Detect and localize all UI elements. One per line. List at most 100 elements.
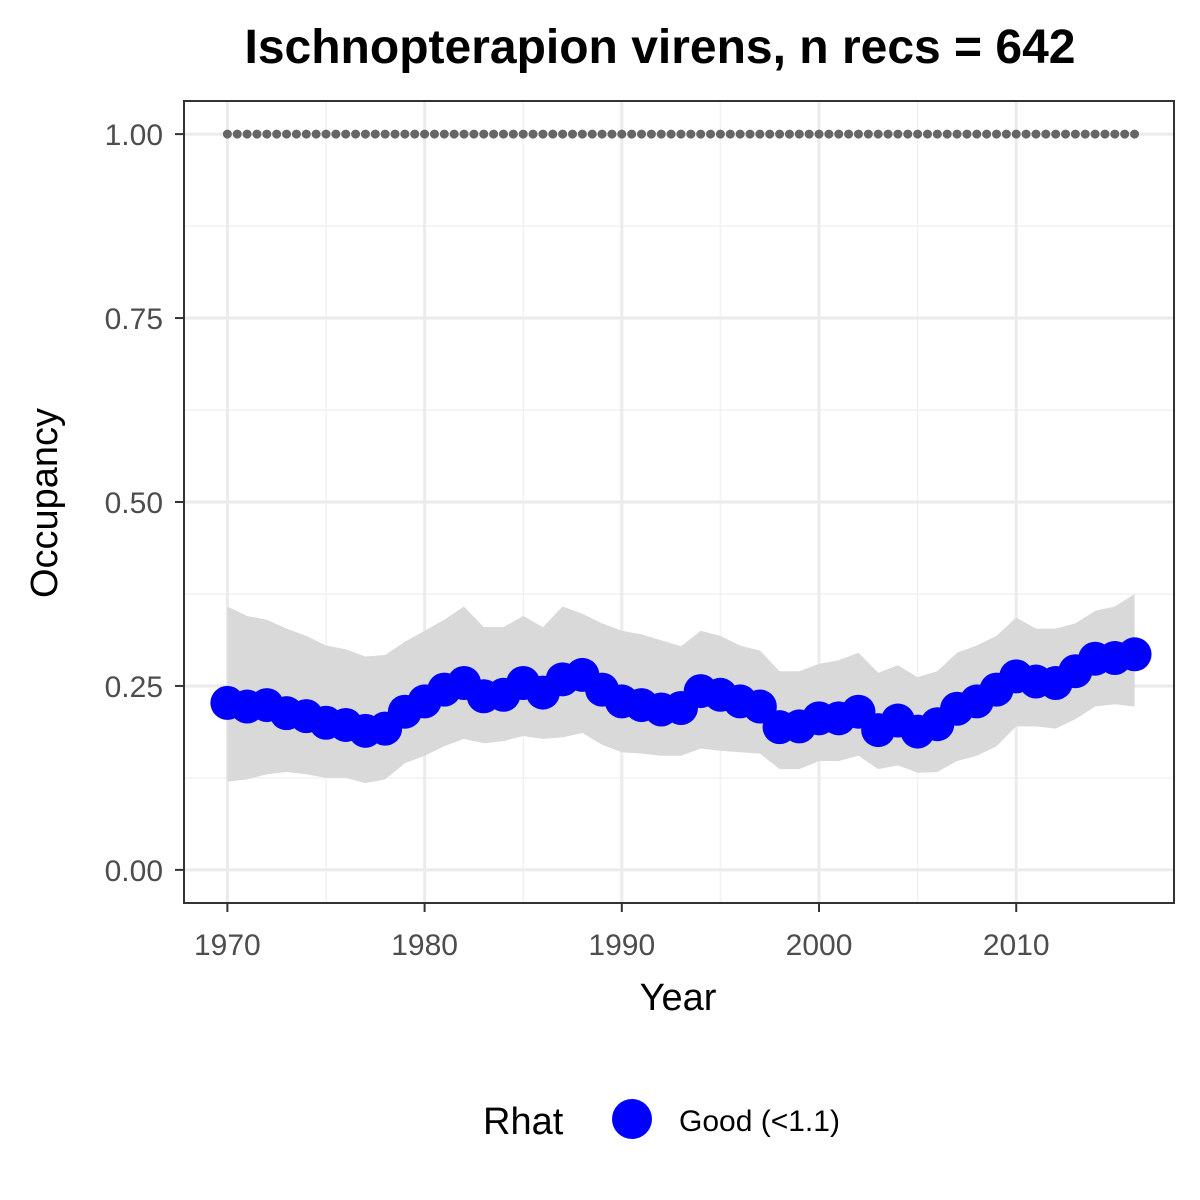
reference-point	[992, 129, 1002, 139]
reference-dot	[252, 129, 262, 139]
reference-dot	[863, 129, 873, 139]
reference-dot	[784, 129, 794, 139]
x-tick-label: 1970	[194, 929, 261, 962]
occupancy-point	[1117, 637, 1152, 672]
reference-dot	[469, 129, 479, 139]
reference-series-points	[222, 129, 1140, 139]
reference-point	[755, 129, 765, 139]
reference-dot	[587, 129, 597, 139]
y-tick-label: 0.75	[105, 303, 163, 336]
reference-point	[282, 129, 292, 139]
reference-point	[321, 129, 331, 139]
reference-dot	[449, 129, 459, 139]
reference-dot	[903, 129, 913, 139]
reference-point	[518, 129, 528, 139]
x-tick-label: 1990	[588, 929, 655, 962]
reference-dot	[666, 129, 676, 139]
reference-point	[538, 129, 548, 139]
reference-point	[242, 129, 252, 139]
reference-dot	[745, 129, 755, 139]
reference-dot	[351, 129, 361, 139]
reference-point	[834, 129, 844, 139]
reference-point	[1031, 129, 1041, 139]
reference-dot	[528, 129, 538, 139]
y-tick-label: 0.25	[105, 671, 163, 704]
reference-point	[301, 129, 311, 139]
reference-point	[498, 129, 508, 139]
reference-dot	[1120, 129, 1130, 139]
reference-point	[775, 129, 785, 139]
reference-point	[794, 129, 804, 139]
y-tick-label: 0.00	[105, 855, 163, 888]
reference-point	[853, 129, 863, 139]
reference-point	[439, 129, 449, 139]
reference-point	[1051, 129, 1061, 139]
legend-label-good: Good (<1.1)	[679, 1105, 840, 1138]
reference-point	[814, 129, 824, 139]
reference-dot	[1061, 129, 1071, 139]
reference-point	[913, 129, 923, 139]
reference-point	[932, 129, 942, 139]
reference-dot	[607, 129, 617, 139]
reference-dot	[410, 129, 420, 139]
reference-dot	[1041, 129, 1051, 139]
reference-point	[1070, 129, 1080, 139]
reference-point	[715, 129, 725, 139]
reference-dot	[311, 129, 321, 139]
reference-dot	[1001, 129, 1011, 139]
reference-dot	[962, 129, 972, 139]
reference-dot	[982, 129, 992, 139]
reference-point	[1011, 129, 1021, 139]
reference-dot	[725, 129, 735, 139]
reference-dot	[824, 129, 834, 139]
reference-dot	[1080, 129, 1090, 139]
reference-point	[558, 129, 568, 139]
reference-dot	[429, 129, 439, 139]
reference-dot	[272, 129, 282, 139]
reference-dot	[370, 129, 380, 139]
reference-point	[459, 129, 469, 139]
reference-point	[341, 129, 351, 139]
reference-point	[360, 129, 370, 139]
reference-point	[479, 129, 489, 139]
x-axis: 1970 1980 1990 2000 2010	[194, 903, 1050, 962]
reference-point	[597, 129, 607, 139]
reference-dot	[706, 129, 716, 139]
x-tick-label: 2000	[786, 929, 853, 962]
reference-point	[262, 129, 272, 139]
reference-point	[380, 129, 390, 139]
reference-dot	[291, 129, 301, 139]
y-tick-label: 1.00	[105, 119, 163, 152]
chart-title: Ischnopterapion virens, n recs = 642	[245, 21, 1076, 74]
y-axis-title: Occupancy	[24, 408, 66, 598]
reference-dot	[765, 129, 775, 139]
reference-dot	[686, 129, 696, 139]
reference-dot	[232, 129, 242, 139]
reference-point	[656, 129, 666, 139]
reference-dot	[390, 129, 400, 139]
reference-point	[873, 129, 883, 139]
reference-dot	[568, 129, 578, 139]
reference-dot	[883, 129, 893, 139]
reference-point	[972, 129, 982, 139]
x-axis-title: Year	[640, 977, 717, 1019]
x-tick-label: 2010	[983, 929, 1050, 962]
reference-dot	[922, 129, 932, 139]
reference-point	[676, 129, 686, 139]
reference-dot	[844, 129, 854, 139]
plot-area	[183, 100, 1175, 904]
reference-point	[1110, 129, 1120, 139]
legend: Rhat Good (<1.1)	[483, 1099, 840, 1143]
reference-point	[222, 129, 232, 139]
x-tick-label: 1980	[391, 929, 458, 962]
reference-dot	[548, 129, 558, 139]
legend-title: Rhat	[483, 1101, 564, 1143]
reference-point	[893, 129, 903, 139]
reference-point	[400, 129, 410, 139]
occupancy-points	[210, 637, 1152, 749]
reference-point	[420, 129, 430, 139]
reference-point	[637, 129, 647, 139]
y-axis: 0.00 0.25 0.50 0.75 1.00	[105, 119, 184, 888]
reference-point	[1090, 129, 1100, 139]
